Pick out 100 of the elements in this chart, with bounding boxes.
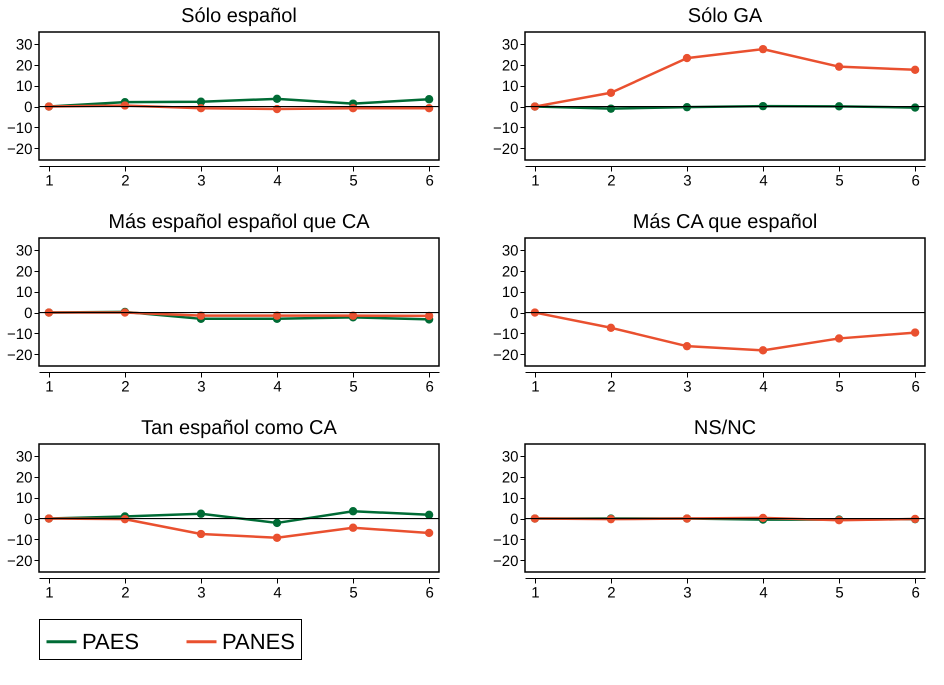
y-tick-label: 20 — [502, 469, 518, 486]
point — [424, 528, 434, 538]
point — [682, 342, 692, 350]
x-tick-label: 1 — [45, 378, 54, 396]
x-tick-label: 5 — [835, 172, 844, 190]
y-tick-label: 0 — [24, 99, 32, 116]
x-tick-label: 6 — [911, 584, 920, 602]
point — [606, 324, 616, 332]
y-tick-label: 0 — [510, 305, 518, 322]
x-tick-label: 1 — [45, 172, 54, 190]
point — [910, 328, 920, 337]
x-tick-label: 4 — [273, 378, 282, 396]
x-tick-label: 4 — [759, 378, 768, 396]
legend-label: PANES — [222, 628, 295, 654]
point — [910, 66, 920, 74]
x-tick-label: 2 — [607, 584, 616, 602]
point — [834, 334, 844, 343]
y-tick-label: −20 — [7, 552, 32, 570]
x-tick-label: 3 — [683, 378, 692, 396]
point — [272, 534, 282, 542]
point — [834, 62, 844, 71]
x-tick-label: 5 — [835, 584, 844, 602]
x-tick-label: 3 — [683, 172, 692, 190]
point — [272, 94, 282, 103]
y-tick-label: 10 — [502, 490, 518, 508]
y-tick-label: −10 — [493, 120, 518, 137]
x-tick-label: 2 — [607, 172, 616, 190]
y-tick-label: 10 — [16, 78, 32, 96]
point — [424, 312, 434, 320]
x-tick-label: 6 — [425, 172, 434, 190]
y-tick-label: 0 — [24, 305, 32, 322]
x-tick-label: 1 — [531, 584, 540, 602]
point — [196, 530, 206, 538]
y-tick-label: 0 — [510, 511, 518, 528]
x-tick-label: 4 — [273, 172, 282, 190]
legend-label: PAES — [82, 628, 140, 654]
y-tick-label: 30 — [502, 36, 518, 54]
y-tick-label: 10 — [502, 284, 518, 302]
x-tick-label: 4 — [273, 584, 282, 602]
x-tick-label: 5 — [349, 584, 358, 602]
x-tick-label: 6 — [911, 378, 920, 396]
x-tick-label: 2 — [121, 172, 130, 190]
y-tick-label: 30 — [16, 242, 32, 260]
y-tick-label: −20 — [7, 140, 32, 158]
chart-title: Tan español como CA — [141, 417, 338, 439]
x-tick-label: 3 — [197, 584, 206, 602]
x-tick-label: 5 — [349, 172, 358, 190]
chart-title: Más español español que CA — [108, 211, 370, 233]
y-tick-label: 10 — [16, 490, 32, 508]
y-tick-label: −20 — [7, 346, 32, 364]
y-tick-label: 20 — [502, 263, 518, 280]
x-tick-label: 1 — [531, 172, 540, 190]
chart-title: Sólo español — [181, 5, 297, 27]
x-tick-label: 4 — [759, 172, 768, 190]
y-tick-label: 0 — [510, 99, 518, 116]
y-tick-label: 0 — [24, 511, 32, 528]
x-tick-label: 3 — [197, 172, 206, 190]
y-tick-label: −10 — [7, 532, 32, 549]
point — [348, 507, 358, 516]
point — [758, 346, 768, 355]
x-tick-label: 1 — [45, 584, 54, 602]
chart-title: Sólo GA — [688, 5, 763, 27]
point — [272, 518, 282, 528]
y-tick-label: −10 — [493, 532, 518, 549]
y-tick-label: 10 — [502, 78, 518, 96]
x-tick-label: 3 — [197, 378, 206, 396]
x-tick-label: 5 — [349, 378, 358, 396]
y-tick-label: 20 — [16, 469, 32, 486]
point — [424, 95, 434, 104]
y-tick-label: 30 — [502, 448, 518, 466]
y-tick-label: 30 — [16, 448, 32, 466]
y-tick-label: −20 — [493, 346, 518, 364]
point — [758, 44, 768, 54]
y-tick-label: −20 — [493, 552, 518, 570]
x-tick-label: 6 — [425, 584, 434, 602]
y-tick-label: 30 — [502, 242, 518, 260]
x-tick-label: 3 — [683, 584, 692, 602]
y-tick-label: 10 — [16, 284, 32, 302]
point — [348, 524, 358, 532]
y-tick-label: −10 — [493, 326, 518, 343]
chart-title: NS/NC — [694, 417, 756, 439]
y-tick-label: −10 — [7, 326, 32, 343]
x-tick-label: 5 — [835, 378, 844, 396]
point — [196, 510, 206, 518]
x-tick-label: 2 — [121, 584, 130, 602]
point — [424, 510, 434, 519]
y-tick-label: 20 — [16, 57, 32, 74]
y-tick-label: 30 — [16, 36, 32, 54]
x-tick-label: 2 — [121, 378, 130, 396]
x-tick-label: 6 — [425, 378, 434, 396]
point — [606, 88, 616, 97]
x-tick-label: 6 — [911, 172, 920, 190]
y-tick-label: −10 — [7, 120, 32, 137]
point — [682, 54, 692, 62]
y-tick-label: 20 — [16, 263, 32, 280]
x-tick-label: 1 — [531, 378, 540, 396]
x-tick-label: 2 — [607, 378, 616, 396]
y-tick-label: 20 — [502, 57, 518, 74]
y-tick-label: −20 — [493, 140, 518, 158]
x-tick-label: 4 — [759, 584, 768, 602]
